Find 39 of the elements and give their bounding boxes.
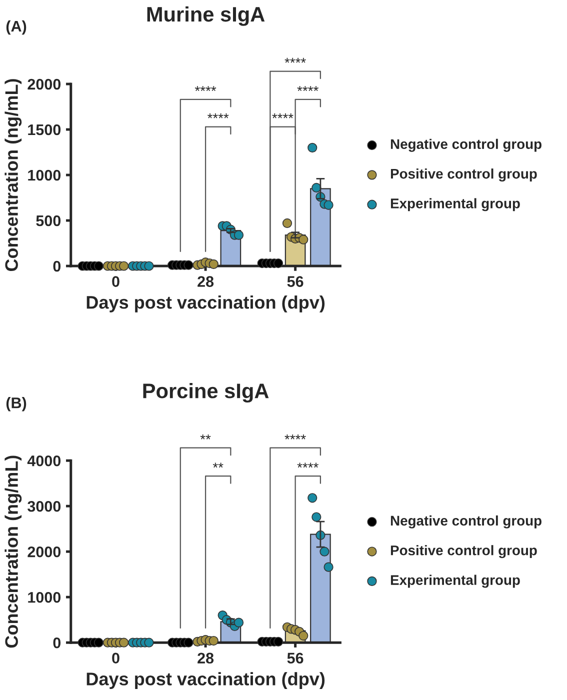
y-tick-label: 2000 bbox=[28, 78, 61, 90]
annotation: **** bbox=[208, 113, 229, 118]
text: **** bbox=[284, 434, 306, 440]
y-tick-label: 1000 bbox=[28, 170, 61, 181]
x-tick-label: 28 bbox=[198, 652, 214, 664]
legend-label: Experimental group bbox=[390, 574, 520, 588]
y-tick-label: 500 bbox=[36, 215, 61, 226]
text: **** bbox=[284, 58, 306, 63]
y-tick-label: 1500 bbox=[28, 124, 61, 136]
y-tick-label: 0 bbox=[53, 637, 61, 648]
y-tick-label: 3000 bbox=[28, 500, 61, 512]
annotation: **** bbox=[297, 86, 318, 91]
x-tick-label: 56 bbox=[287, 652, 304, 664]
y-axis-title: Concentration (ng/mL) bbox=[4, 79, 22, 272]
x-axis-title: Days post vaccination (dpv) bbox=[86, 672, 325, 689]
y-axis-title: Concentration (ng/mL) bbox=[4, 456, 22, 648]
y-tick-label: 2000 bbox=[28, 546, 61, 558]
chart-title: Porcine sIgA bbox=[143, 383, 269, 403]
x-tick-label: 56 bbox=[287, 276, 304, 287]
legend-label: Negative control group bbox=[390, 138, 542, 152]
legend-label: Experimental group bbox=[390, 198, 520, 212]
x-tick-label: 0 bbox=[112, 652, 120, 664]
legend-label: Negative control group bbox=[390, 515, 542, 528]
annotation: **** bbox=[297, 462, 318, 468]
annotation: **** bbox=[194, 86, 216, 91]
y-tick-label: 4000 bbox=[27, 455, 61, 466]
annotation: **** bbox=[272, 113, 294, 118]
x-tick-label: 28 bbox=[198, 276, 214, 287]
y-tick-label: 0 bbox=[53, 260, 61, 272]
chart-title: Murine sIgA bbox=[147, 6, 265, 26]
x-tick-label: 0 bbox=[112, 276, 120, 287]
y-tick-label: 1000 bbox=[28, 592, 61, 603]
text: (B) bbox=[6, 397, 26, 412]
text: ** bbox=[200, 434, 211, 440]
legend-label: Positive control group bbox=[390, 168, 537, 182]
annotation: ** bbox=[212, 462, 224, 468]
legend-label: Positive control group bbox=[390, 545, 537, 558]
text: (A) bbox=[6, 20, 26, 35]
x-axis-title: Days post vaccination (dpv) bbox=[86, 296, 325, 312]
